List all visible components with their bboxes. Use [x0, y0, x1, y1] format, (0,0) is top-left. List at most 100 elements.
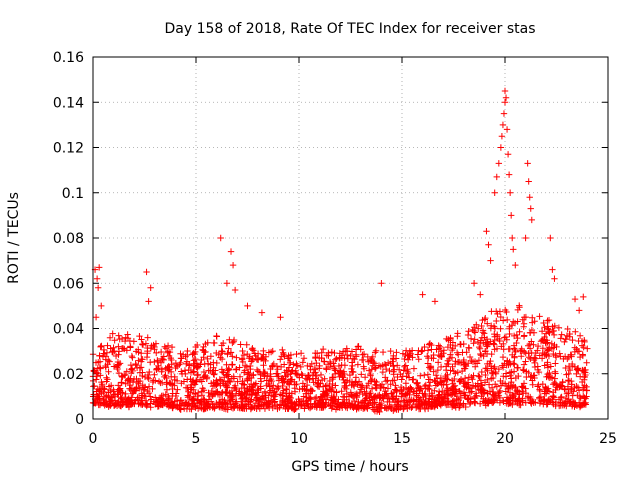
data-point [541, 362, 548, 369]
data-point [464, 360, 472, 367]
data-point [264, 372, 271, 379]
data-point [139, 341, 147, 349]
data-point [315, 377, 322, 384]
data-point [279, 346, 286, 354]
data-point [138, 336, 145, 343]
data-point [136, 332, 143, 340]
data-point [104, 342, 111, 349]
data-point [282, 401, 289, 409]
data-point [465, 327, 472, 335]
data-point [238, 356, 246, 363]
data-point [461, 365, 469, 372]
data-point [402, 391, 409, 398]
data-point [92, 313, 100, 321]
data-point [455, 396, 462, 404]
data-point [545, 316, 553, 324]
data-point [448, 346, 456, 354]
data-point [261, 399, 268, 406]
data-point [286, 389, 293, 397]
data-point [150, 377, 157, 384]
x-tick-label: 10 [290, 431, 308, 447]
data-point [153, 398, 160, 405]
data-point [223, 280, 231, 287]
data-point [557, 383, 565, 390]
data-point [544, 325, 552, 332]
data-point [307, 396, 315, 403]
data-point [519, 397, 526, 404]
data-point [218, 350, 225, 357]
data-point [345, 393, 353, 400]
data-point [419, 400, 426, 408]
data-point [500, 340, 507, 348]
data-point [177, 350, 184, 357]
data-point [198, 356, 205, 364]
data-point [96, 364, 104, 371]
data-point [118, 372, 125, 380]
data-point [260, 362, 267, 369]
data-point [168, 343, 176, 351]
data-point [522, 358, 529, 365]
data-point [558, 331, 565, 338]
data-point [382, 362, 390, 369]
data-point [328, 348, 336, 356]
data-point [238, 384, 245, 392]
data-point [566, 330, 573, 338]
data-point [443, 381, 450, 388]
data-point [501, 87, 509, 95]
data-point [354, 361, 362, 368]
data-point [133, 375, 140, 383]
data-point [145, 389, 153, 397]
data-point [252, 352, 259, 359]
data-point [126, 337, 134, 345]
data-point [93, 275, 101, 282]
data-point [289, 404, 296, 411]
data-point [376, 391, 383, 399]
data-point [501, 334, 508, 341]
data-point [397, 371, 404, 378]
data-point [373, 408, 381, 415]
data-point [546, 329, 553, 337]
data-point [435, 345, 443, 352]
data-point [118, 395, 125, 402]
data-point [293, 360, 300, 367]
data-point [559, 378, 566, 386]
data-point [308, 360, 315, 368]
data-point [469, 358, 477, 366]
data-point [228, 375, 235, 382]
data-point [101, 400, 109, 408]
data-point [240, 369, 248, 376]
data-point [149, 378, 157, 386]
data-point [263, 377, 270, 384]
data-point [488, 308, 495, 315]
data-point [185, 361, 193, 368]
data-point [291, 388, 299, 395]
data-point [364, 353, 371, 361]
data-point [111, 401, 119, 409]
data-point [191, 350, 198, 358]
data-point [561, 338, 568, 346]
data-point [514, 364, 522, 372]
data-point [336, 354, 344, 361]
data-point [224, 371, 231, 378]
data-point [490, 388, 497, 396]
data-point [402, 390, 410, 398]
data-point [92, 376, 100, 383]
data-point [536, 313, 543, 320]
data-point [437, 399, 445, 406]
data-point [94, 284, 102, 291]
data-point [136, 385, 143, 392]
data-point [564, 383, 572, 390]
data-point [390, 355, 397, 362]
data-point [548, 399, 556, 406]
data-point [299, 359, 307, 366]
data-point [243, 402, 250, 410]
data-point [544, 317, 551, 324]
data-point [461, 361, 468, 368]
data-point [287, 359, 294, 367]
data-point [115, 343, 122, 350]
data-point [115, 361, 122, 368]
data-point [552, 360, 559, 367]
data-point [462, 403, 469, 411]
data-point [514, 306, 522, 314]
data-point [436, 343, 444, 351]
